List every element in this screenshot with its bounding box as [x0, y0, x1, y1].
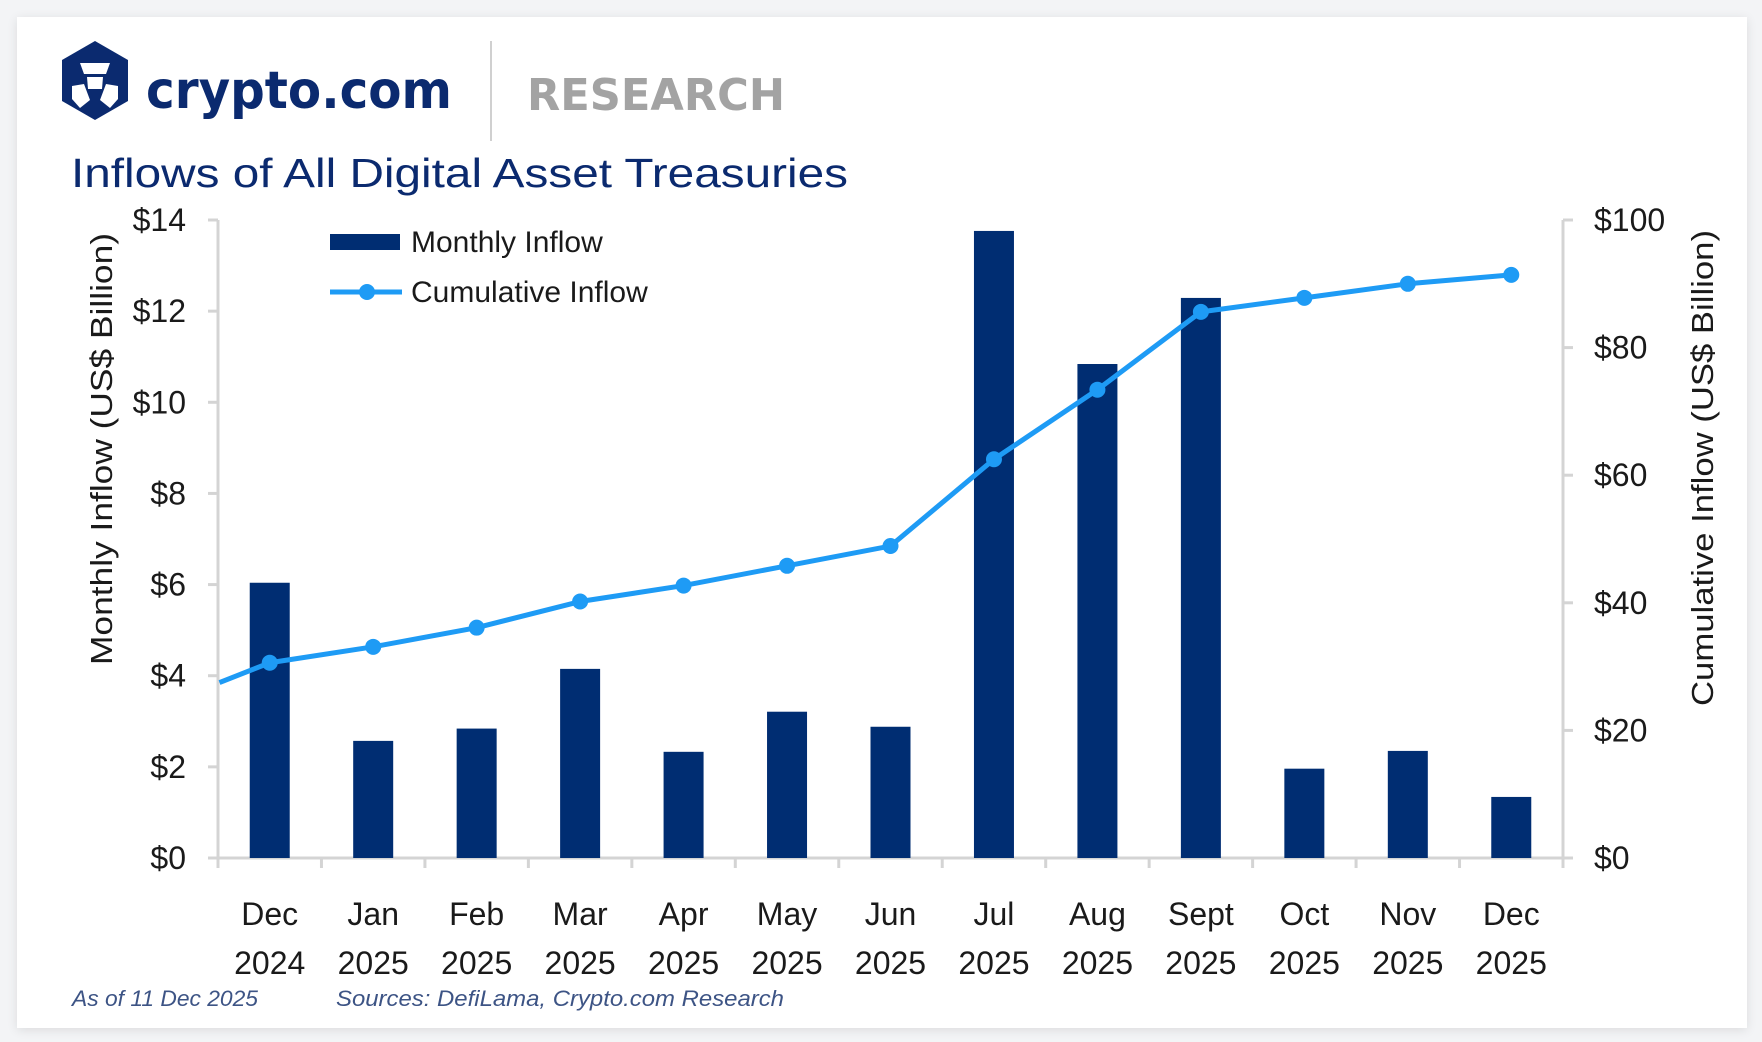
- x-tick-label-year: 2025: [441, 945, 512, 981]
- y-tick-label-left: $12: [133, 293, 186, 329]
- y-axis-left-title: Monthly Inflow (US$ Billion): [84, 233, 119, 665]
- y-axis-right-ticks: $0 $20 $40 $60 $80 $100: [1563, 202, 1665, 876]
- bar-monthly-inflow: [1284, 768, 1325, 858]
- y-tick-label-left: $6: [150, 567, 186, 603]
- bar-monthly-inflow: [663, 751, 704, 858]
- y-tick-label-left: $8: [150, 475, 186, 511]
- bar-monthly-inflow: [560, 668, 601, 858]
- x-tick-label-year: 2025: [1476, 945, 1547, 981]
- bar-monthly-inflow: [353, 740, 394, 858]
- x-tick-label-month: Feb: [449, 896, 504, 932]
- y-tick-label-left: $14: [133, 202, 186, 238]
- bar-monthly-inflow: [456, 728, 497, 858]
- line-cumulative-inflow: [218, 272, 1512, 685]
- x-tick-label-month: Jan: [347, 896, 399, 932]
- y-axis-right-title: Cumulative Inflow (US$ Billion): [1685, 230, 1720, 706]
- x-tick-label-month: Jun: [865, 896, 917, 932]
- legend-label-monthly-inflow: Monthly Inflow: [411, 226, 603, 259]
- bar-series-monthly-inflow: [249, 230, 1532, 859]
- footer-as-of-date: As of 11 Dec 2025: [70, 986, 259, 1011]
- point-cumulative-inflow: [1089, 381, 1106, 398]
- x-tick-label-year: 2025: [958, 945, 1029, 981]
- point-cumulative-inflow: [572, 593, 589, 610]
- bar-monthly-inflow: [870, 726, 911, 858]
- x-tick-label-month: Oct: [1279, 896, 1329, 932]
- bar-monthly-inflow: [767, 711, 808, 858]
- y-tick-label-right: $100: [1594, 202, 1665, 238]
- bar-monthly-inflow: [1491, 796, 1532, 858]
- y-tick-label-left: $0: [150, 840, 186, 876]
- x-tick-label-month: Dec: [241, 896, 298, 932]
- x-tick-label-year: 2025: [1372, 945, 1443, 981]
- bar-monthly-inflow: [249, 582, 290, 858]
- point-cumulative-inflow: [1296, 289, 1313, 306]
- y-tick-label-right: $20: [1594, 712, 1647, 748]
- y-tick-label-left: $4: [150, 658, 186, 694]
- point-cumulative-inflow: [1503, 266, 1520, 283]
- brand-section-label: RESEARCH: [527, 70, 785, 121]
- x-tick-label-month: Mar: [553, 896, 608, 932]
- x-axis-ticks: Dec 2024 Jan 2025 Feb 2025 Mar 2025 Apr 2025 May 20…: [216, 858, 1565, 981]
- legend-swatch-monthly-inflow: [330, 234, 400, 250]
- legend: Monthly Inflow Cumulative Inflow: [330, 226, 648, 309]
- bar-monthly-inflow: [1387, 750, 1428, 858]
- x-tick-label-year: 2024: [234, 945, 305, 981]
- line-series-cumulative-inflow: [218, 266, 1520, 685]
- x-tick-label-year: 2025: [751, 945, 822, 981]
- point-cumulative-inflow: [1399, 275, 1416, 292]
- x-tick-label-year: 2025: [855, 945, 926, 981]
- bar-monthly-inflow: [973, 230, 1014, 859]
- crypto-com-logo-icon: [62, 41, 128, 120]
- point-cumulative-inflow: [675, 577, 692, 594]
- x-tick-label-month: Apr: [659, 896, 709, 932]
- y-tick-label-left: $10: [133, 384, 186, 420]
- x-tick-label-year: 2025: [545, 945, 616, 981]
- bar-monthly-inflow: [1180, 297, 1221, 859]
- x-tick-label-year: 2025: [1062, 945, 1133, 981]
- x-tick-label-month: Sept: [1168, 896, 1234, 932]
- y-tick-label-right: $40: [1594, 585, 1647, 621]
- y-tick-label-right: $80: [1594, 330, 1647, 366]
- legend-label-cumulative-inflow: Cumulative Inflow: [411, 276, 648, 309]
- legend-marker-cumulative-inflow: [359, 284, 375, 300]
- brand-name: crypto.com: [146, 61, 452, 121]
- point-cumulative-inflow: [882, 538, 899, 555]
- bar-monthly-inflow: [1077, 364, 1118, 858]
- x-tick-label-year: 2025: [1269, 945, 1340, 981]
- point-cumulative-inflow: [365, 638, 382, 655]
- x-tick-label-month: Jul: [974, 896, 1015, 932]
- point-cumulative-inflow: [468, 619, 485, 636]
- x-tick-label-month: Dec: [1483, 896, 1540, 932]
- y-tick-label-left: $2: [150, 749, 186, 785]
- y-tick-label-right: $60: [1594, 457, 1647, 493]
- footer-sources: Sources: DefiLama, Crypto.com Research: [336, 986, 784, 1011]
- x-tick-label-month: May: [757, 896, 817, 932]
- y-axis-left-ticks: $0 $2 $4 $6 $8 $10 $12 $14: [133, 202, 218, 876]
- point-cumulative-inflow: [261, 654, 278, 671]
- point-cumulative-inflow: [779, 557, 796, 574]
- x-tick-label-year: 2025: [648, 945, 719, 981]
- y-tick-label-right: $0: [1594, 840, 1630, 876]
- point-cumulative-inflow: [985, 451, 1002, 468]
- chart-title: Inflows of All Digital Asset Treasuries: [71, 150, 848, 196]
- x-tick-label-month: Nov: [1379, 896, 1436, 932]
- x-tick-label-month: Aug: [1069, 896, 1126, 932]
- x-tick-label-year: 2025: [1165, 945, 1236, 981]
- point-cumulative-inflow: [1192, 303, 1209, 320]
- x-tick-label-year: 2025: [338, 945, 409, 981]
